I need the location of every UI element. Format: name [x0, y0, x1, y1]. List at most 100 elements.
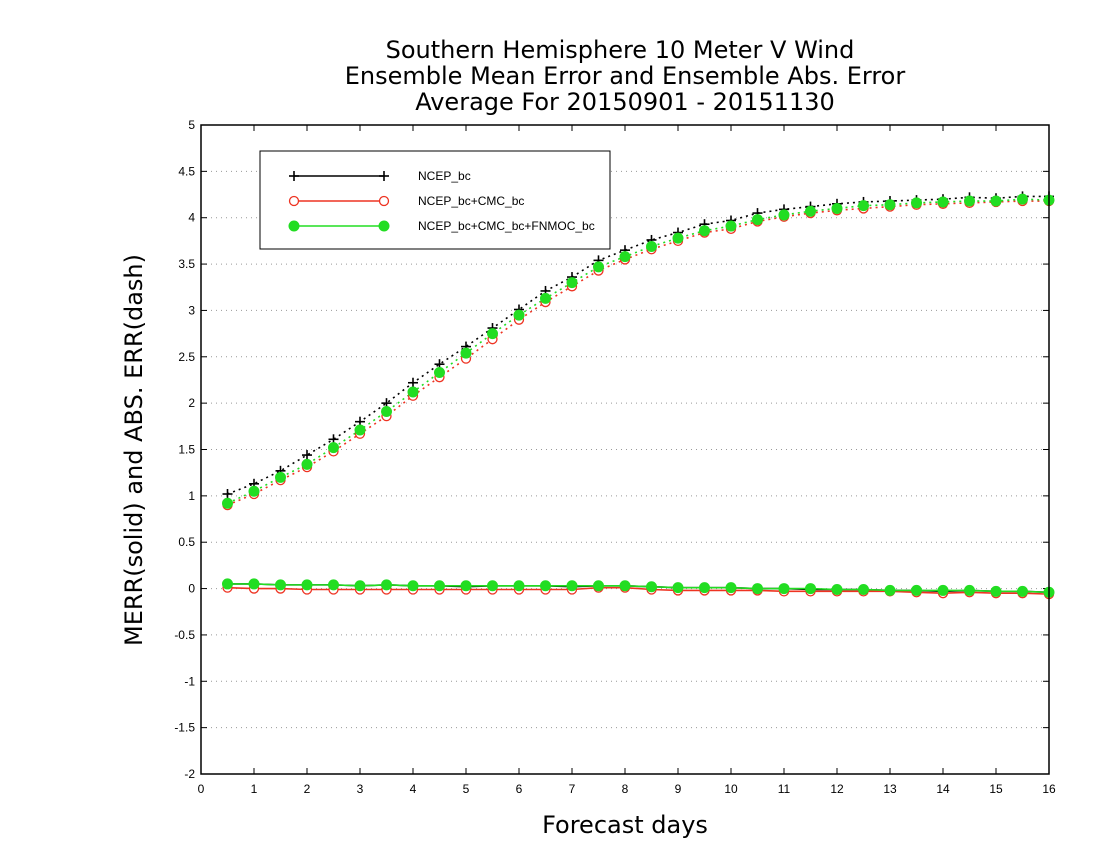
x-axis-label: Forecast days: [542, 811, 708, 839]
ncep-bc-cmc-bc-fnmoc-bc-mean-err-point: [222, 578, 233, 590]
y-tick-label: 4: [188, 211, 195, 225]
ncep-bc-cmc-bc-fnmoc-bc-mean-err-point: [1017, 585, 1028, 597]
y-tick-label: 0: [188, 582, 195, 596]
ncep-bc-cmc-bc-fnmoc-bc-abs-err-point: [222, 497, 233, 509]
x-tick-label: 3: [357, 782, 364, 796]
y-tick-label: 1.5: [178, 443, 195, 457]
legend-box: [259, 150, 611, 250]
ncep-bc-cmc-bc-fnmoc-bc-mean-err-point: [911, 584, 922, 596]
ncep-bc-cmc-bc-fnmoc-bc-abs-err-point: [434, 367, 445, 379]
x-tick-label: 0: [198, 782, 205, 796]
ncep-bc-cmc-bc-fnmoc-bc-abs-err-point: [619, 251, 631, 263]
ncep-bc-cmc-bc-fnmoc-bc-abs-err-point: [646, 240, 657, 252]
chart-title: Southern Hemisphere 10 Meter V Wind Ense…: [345, 36, 906, 116]
ncep-bc-cmc-bc-fnmoc-bc-abs-err-point: [699, 225, 710, 237]
ncep-bc-cmc-bc-fnmoc-bc-mean-err-point: [381, 579, 392, 591]
x-tick-label: 2: [304, 782, 311, 796]
ncep-bc-cmc-bc-fnmoc-bc-abs-err-point: [805, 205, 816, 217]
ncep-bc-abs-err-point: [408, 377, 418, 388]
ncep-bc-cmc-bc-fnmoc-bc-abs-err-point: [407, 386, 419, 398]
ncep-bc-cmc-bc-fnmoc-bc-mean-err-point: [778, 583, 790, 595]
ncep-bc-cmc-bc-fnmoc-bc-mean-err-point: [593, 580, 604, 592]
ncep-bc-cmc-bc-fnmoc-bc-abs-err-point: [381, 405, 392, 417]
ncep-bc-cmc-bc-fnmoc-bc-abs-err-point: [275, 471, 286, 483]
title-line-3: Average For 20150901 - 20151130: [415, 88, 835, 116]
title-line-1: Southern Hemisphere 10 Meter V Wind: [386, 36, 855, 64]
ncep-bc-cmc-bc-fnmoc-bc-abs-err-point: [831, 202, 843, 214]
ncep-bc-cmc-bc-fnmoc-bc-abs-err-point: [487, 328, 498, 340]
data-series: [222, 191, 1055, 600]
ncep-bc-cmc-bc-fnmoc-bc-mean-err-point: [275, 579, 286, 591]
ncep-bc-cmc-bc-fnmoc-bc-mean-err-point: [699, 582, 710, 594]
ncep-bc-cmc-bc-fnmoc-bc-abs-err-point: [911, 197, 922, 209]
legend-label-ncep-bc: NCEP_bc: [418, 169, 471, 183]
ncep-bc-cmc-bc-fnmoc-bc-abs-err-point: [858, 200, 869, 212]
ncep-bc-abs-err-point: [222, 489, 233, 500]
ncep-bc-cmc-bc-fnmoc-bc-abs-err-point: [593, 261, 604, 273]
y-tick-label: 1: [188, 489, 195, 503]
ncep-bc-cmc-bc-fnmoc-bc-mean-err-point: [566, 580, 578, 592]
legend-marker-ncep-bc-cmc-bc-fnmoc-bc: [288, 220, 300, 232]
x-tick-label: 10: [724, 782, 738, 796]
ncep-bc-cmc-bc-fnmoc-bc-abs-err-point: [964, 195, 975, 207]
title-line-2: Ensemble Mean Error and Ensemble Abs. Er…: [345, 62, 906, 90]
legend-marker-ncep-bc-cmc-bc: [378, 195, 390, 207]
x-tick-label: 16: [1042, 782, 1056, 796]
ncep-bc-cmc-bc-fnmoc-bc-mean-err-point: [725, 582, 737, 594]
legend-marker-ncep-bc-cmc-bc: [288, 195, 300, 207]
ncep-bc-abs-err-point: [302, 450, 312, 461]
ncep-bc-cmc-bc-fnmoc-bc-mean-err-point: [831, 583, 843, 595]
ncep-bc-cmc-bc-fnmoc-bc-mean-err-point: [328, 579, 339, 591]
y-tick-label: 3: [188, 303, 195, 317]
ncep-bc-cmc-bc-fnmoc-bc-mean-err-point: [513, 580, 525, 592]
y-tick-label: -2: [184, 767, 195, 781]
x-tick-label: 8: [622, 782, 629, 796]
x-tick-label: 13: [883, 782, 897, 796]
y-tick-label: -1: [184, 674, 195, 688]
ncep-bc-abs-err-line: [227, 195, 1049, 495]
legend: NCEP_bc NCEP_bc+CMC_bc NCEP_bc+CMC_bc+FNMO…: [259, 150, 611, 250]
ncep-bc-cmc-bc-fnmoc-bc-abs-err-point: [540, 292, 551, 304]
ncep-bc-cmc-bc-fnmoc-bc-abs-err-point: [778, 209, 790, 221]
x-tick-label: 14: [936, 782, 950, 796]
ncep-bc-cmc-bc-fnmoc-bc-mean-err-point: [460, 580, 472, 592]
x-tick-label: 15: [989, 782, 1003, 796]
legend-label-ncep-bc-cmc-bc: NCEP_bc+CMC_bc: [418, 194, 524, 208]
x-tick-label: 12: [830, 782, 844, 796]
ncep-bc-cmc-bc-fnmoc-bc-mean-err-point: [672, 582, 684, 594]
ncep-bc-cmc-bc-fnmoc-bc-abs-err-point: [248, 485, 260, 497]
ncep-bc-cmc-bc-fnmoc-bc-mean-err-point: [752, 583, 763, 595]
x-tick-label: 1: [251, 782, 258, 796]
ncep-bc-cmc-bc-fnmoc-bc-mean-err-point: [884, 584, 896, 596]
ncep-bc-cmc-bc-fnmoc-bc-abs-err-point: [884, 199, 896, 211]
ncep-bc-cmc-bc-fnmoc-bc-mean-err-point: [301, 579, 313, 591]
y-tick-label: 4.5: [178, 164, 195, 178]
legend-marker-ncep-bc: [289, 171, 299, 181]
legend-label-ncep-bc-cmc-bc-fnmoc-bc: NCEP_bc+CMC_bc+FNMOC_bc: [418, 219, 595, 233]
x-tick-label: 5: [463, 782, 470, 796]
ncep-bc-cmc-bc-fnmoc-bc-abs-err-point: [513, 309, 525, 321]
ncep-bc-cmc-bc-fnmoc-bc-abs-err-point: [937, 196, 949, 208]
x-tick-label: 9: [675, 782, 682, 796]
ncep-bc-cmc-bc-fnmoc-bc-mean-err-point: [540, 580, 551, 592]
ncep-bc-cmc-bc-fnmoc-bc-abs-err-point: [301, 458, 313, 470]
ncep-bc-cmc-bc-fnmoc-bc-abs-err-point: [566, 277, 578, 289]
ncep-bc-cmc-bc-fnmoc-bc-abs-err-point: [354, 424, 366, 436]
y-tick-label: 0.5: [178, 535, 195, 549]
ncep-bc-cmc-bc-fnmoc-bc-mean-err-point: [354, 580, 366, 592]
y-tick-label: 5: [188, 118, 195, 132]
ncep-bc-cmc-bc-fnmoc-bc-mean-err-point: [434, 580, 445, 592]
ncep-bc-cmc-bc-fnmoc-bc-mean-err-point: [407, 580, 419, 592]
ncep-bc-cmc-bc-fnmoc-bc-abs-err-point: [1017, 193, 1028, 205]
plot-frame: [200, 124, 1050, 775]
ncep-bc-cmc-bc-fnmoc-bc-mean-err-point: [937, 584, 949, 596]
ncep-bc-cmc-bc-fnmoc-bc-mean-err-point: [487, 580, 498, 592]
ncep-bc-cmc-bc-fnmoc-bc-abs-err-point: [328, 442, 339, 454]
ncep-bc-cmc-bc-fnmoc-bc-mean-err-point: [964, 584, 975, 596]
x-tick-label: 6: [516, 782, 523, 796]
x-tick-label: 7: [569, 782, 576, 796]
y-tick-label: 3.5: [178, 257, 195, 271]
y-axis-label: MERR(solid) and ABS. ERR(dash): [120, 254, 148, 646]
ncep-bc-cmc-bc-fnmoc-bc-mean-err-point: [248, 578, 260, 590]
